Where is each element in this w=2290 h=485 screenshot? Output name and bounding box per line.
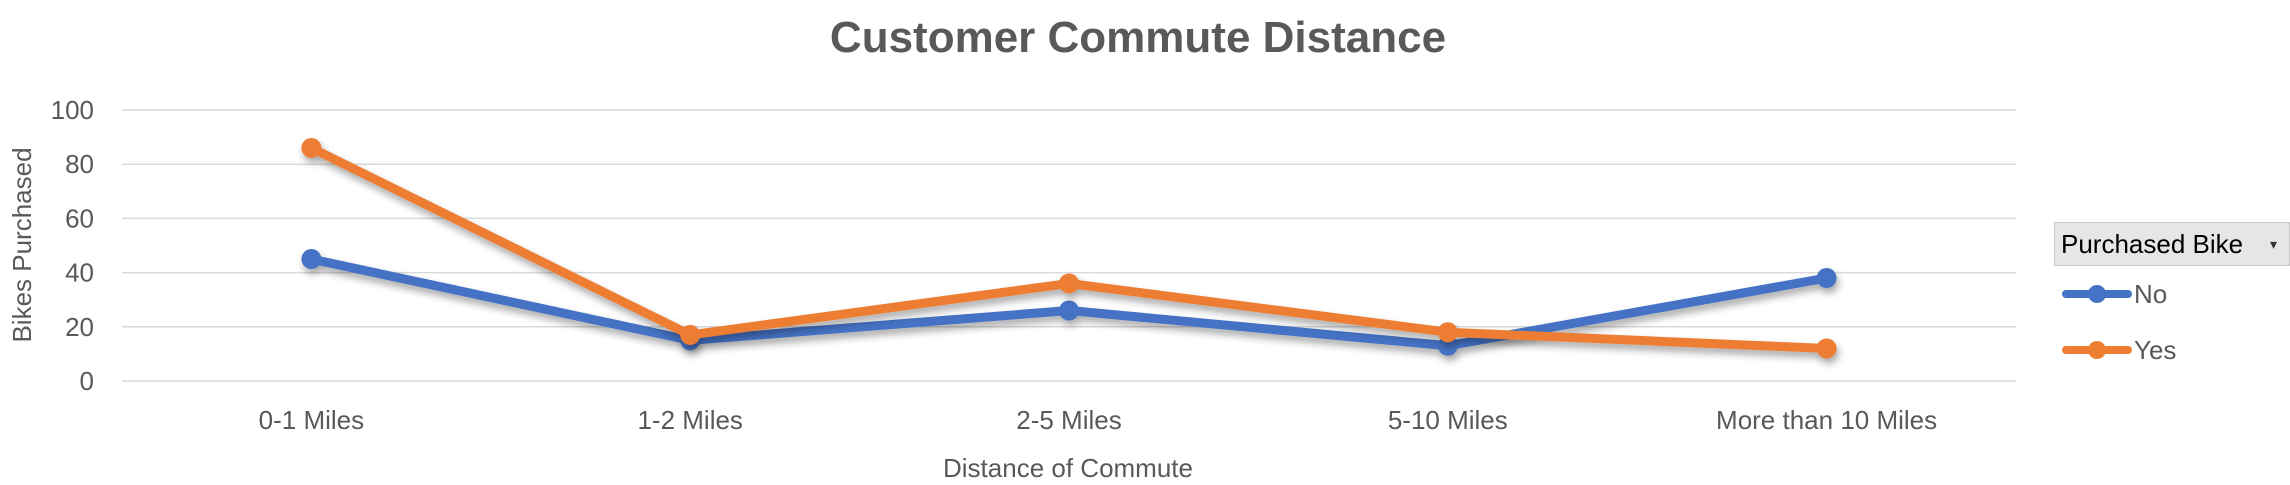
y-tick-label: 20 — [65, 312, 94, 342]
data-point[interactable] — [1816, 338, 1837, 359]
chart-title: Customer Commute Distance — [830, 13, 1446, 62]
legend-swatch-marker — [2088, 285, 2106, 303]
legend-swatch-marker — [2088, 341, 2106, 359]
legend-swatch — [2062, 276, 2132, 312]
legend-swatch — [2062, 332, 2132, 368]
legend-entry-label: No — [2134, 278, 2168, 309]
chevron-down-icon: ▾ — [2269, 235, 2277, 252]
data-point[interactable] — [1059, 300, 1079, 321]
data-point[interactable] — [680, 324, 701, 345]
x-tick-label: 1-2 Miles — [637, 405, 742, 435]
y-tick-label: 0 — [80, 366, 94, 396]
x-tick-label: 0-1 Miles — [259, 405, 364, 435]
legend-title: Purchased Bike — [2061, 228, 2244, 259]
data-point[interactable] — [301, 137, 322, 158]
legend-entry-label: Yes — [2134, 334, 2177, 365]
data-point[interactable] — [1059, 273, 1079, 294]
y-axis-title: Bikes Purchased — [7, 147, 37, 342]
legend-entry-no[interactable]: No — [2062, 276, 2167, 312]
x-axis-title: Distance of Commute — [943, 453, 1193, 483]
y-axis-ticks: 0 20 40 60 80 100 — [51, 95, 94, 396]
series-yes — [301, 137, 1837, 359]
x-tick-label: 5-10 Miles — [1388, 405, 1508, 435]
x-axis-ticks: 0-1 Miles 1-2 Miles 2-5 Miles 5-10 Miles Mor… — [259, 405, 1937, 435]
legend-filter-button[interactable]: Purchased Bike ▾ — [2054, 222, 2290, 266]
series-layer — [301, 137, 1837, 359]
x-tick-label: 2-5 Miles — [1016, 405, 1121, 435]
data-point[interactable] — [1816, 268, 1837, 289]
y-tick-label: 40 — [65, 258, 94, 288]
y-tick-label: 60 — [65, 203, 94, 233]
y-tick-label: 80 — [65, 149, 94, 179]
gridlines — [122, 109, 2016, 382]
data-point[interactable] — [301, 249, 322, 270]
legend-entry-yes[interactable]: Yes — [2062, 332, 2176, 368]
x-tick-label: More than 10 Miles — [1716, 405, 1937, 435]
y-tick-label: 100 — [51, 95, 94, 125]
data-point[interactable] — [1437, 322, 1458, 343]
